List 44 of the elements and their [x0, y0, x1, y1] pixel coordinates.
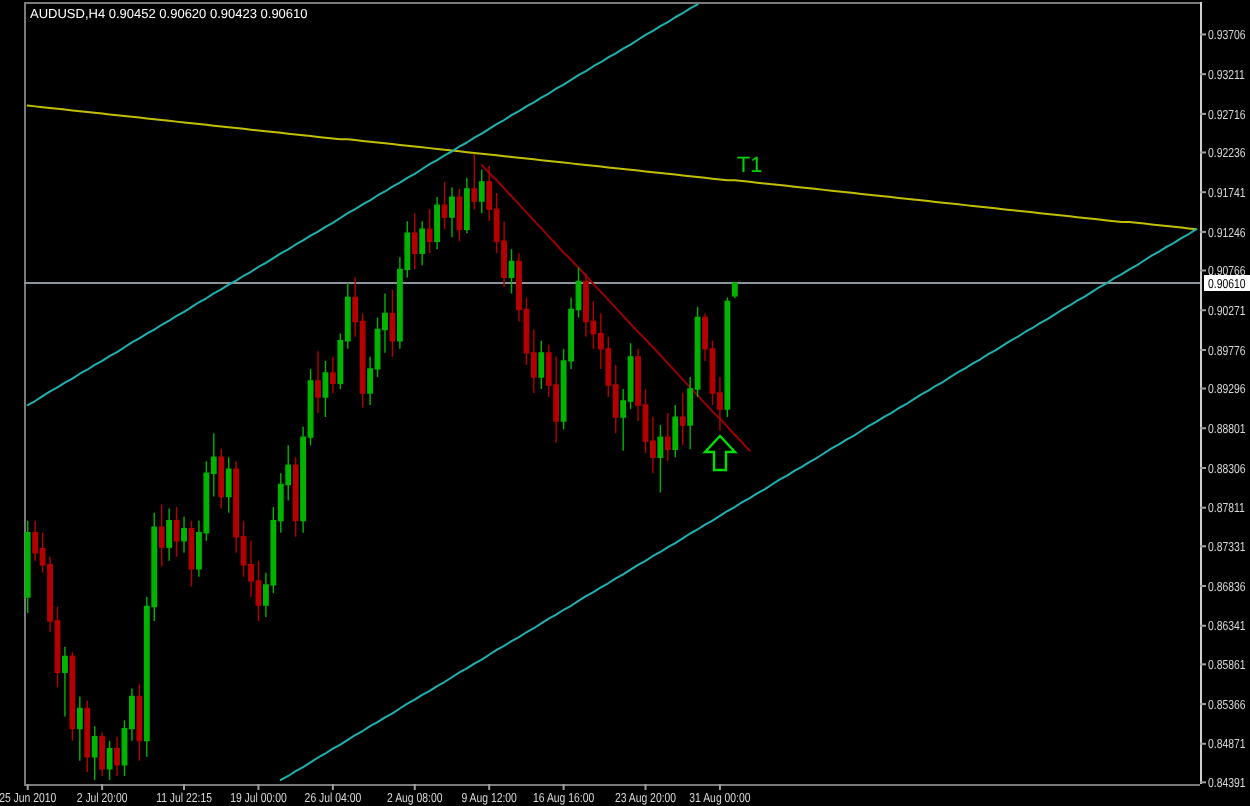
- candlestick: [315, 350, 321, 414]
- candlestick: [538, 340, 545, 390]
- candlestick: [84, 699, 91, 773]
- candlestick: [508, 248, 515, 295]
- line-series: [26, 104, 1198, 231]
- candlestick: [173, 506, 180, 558]
- candlestick: [91, 725, 98, 781]
- candlestick: [679, 392, 686, 446]
- candlestick: [657, 424, 664, 494]
- candlestick: [478, 169, 485, 214]
- candlestick: [471, 153, 478, 210]
- candlestick: [218, 448, 225, 510]
- candlestick: [24, 519, 31, 614]
- candlestick: [114, 735, 120, 777]
- line-series: [279, 228, 1198, 781]
- candlestick: [456, 188, 463, 242]
- candlestick: [225, 456, 232, 514]
- candlestick: [181, 515, 187, 554]
- candlestick: [441, 181, 448, 230]
- candlestick: [411, 212, 418, 271]
- series-label: T1: [736, 153, 763, 178]
- candlestick: [426, 208, 433, 254]
- candlestick: [463, 177, 470, 234]
- candlestick: [292, 456, 299, 538]
- candlestick: [419, 220, 426, 267]
- candlestick: [731, 281, 738, 299]
- candlestick: [158, 503, 165, 568]
- candlestick: [672, 404, 679, 458]
- candlestick: [136, 683, 143, 762]
- candlestick: [166, 507, 173, 562]
- candlestick: [389, 288, 396, 358]
- candlestick: [188, 519, 195, 588]
- candlestick: [69, 651, 76, 742]
- candlestick: [329, 356, 336, 394]
- line-series: [26, 3, 699, 407]
- candlestick: [724, 296, 731, 418]
- candlestick: [664, 412, 671, 462]
- candlestick: [449, 186, 455, 238]
- candlestick: [76, 695, 83, 762]
- candlestick: [62, 646, 68, 718]
- candlestick: [322, 360, 329, 418]
- candlestick: [99, 731, 106, 777]
- candlestick: [434, 196, 441, 250]
- candlestick: [106, 739, 113, 781]
